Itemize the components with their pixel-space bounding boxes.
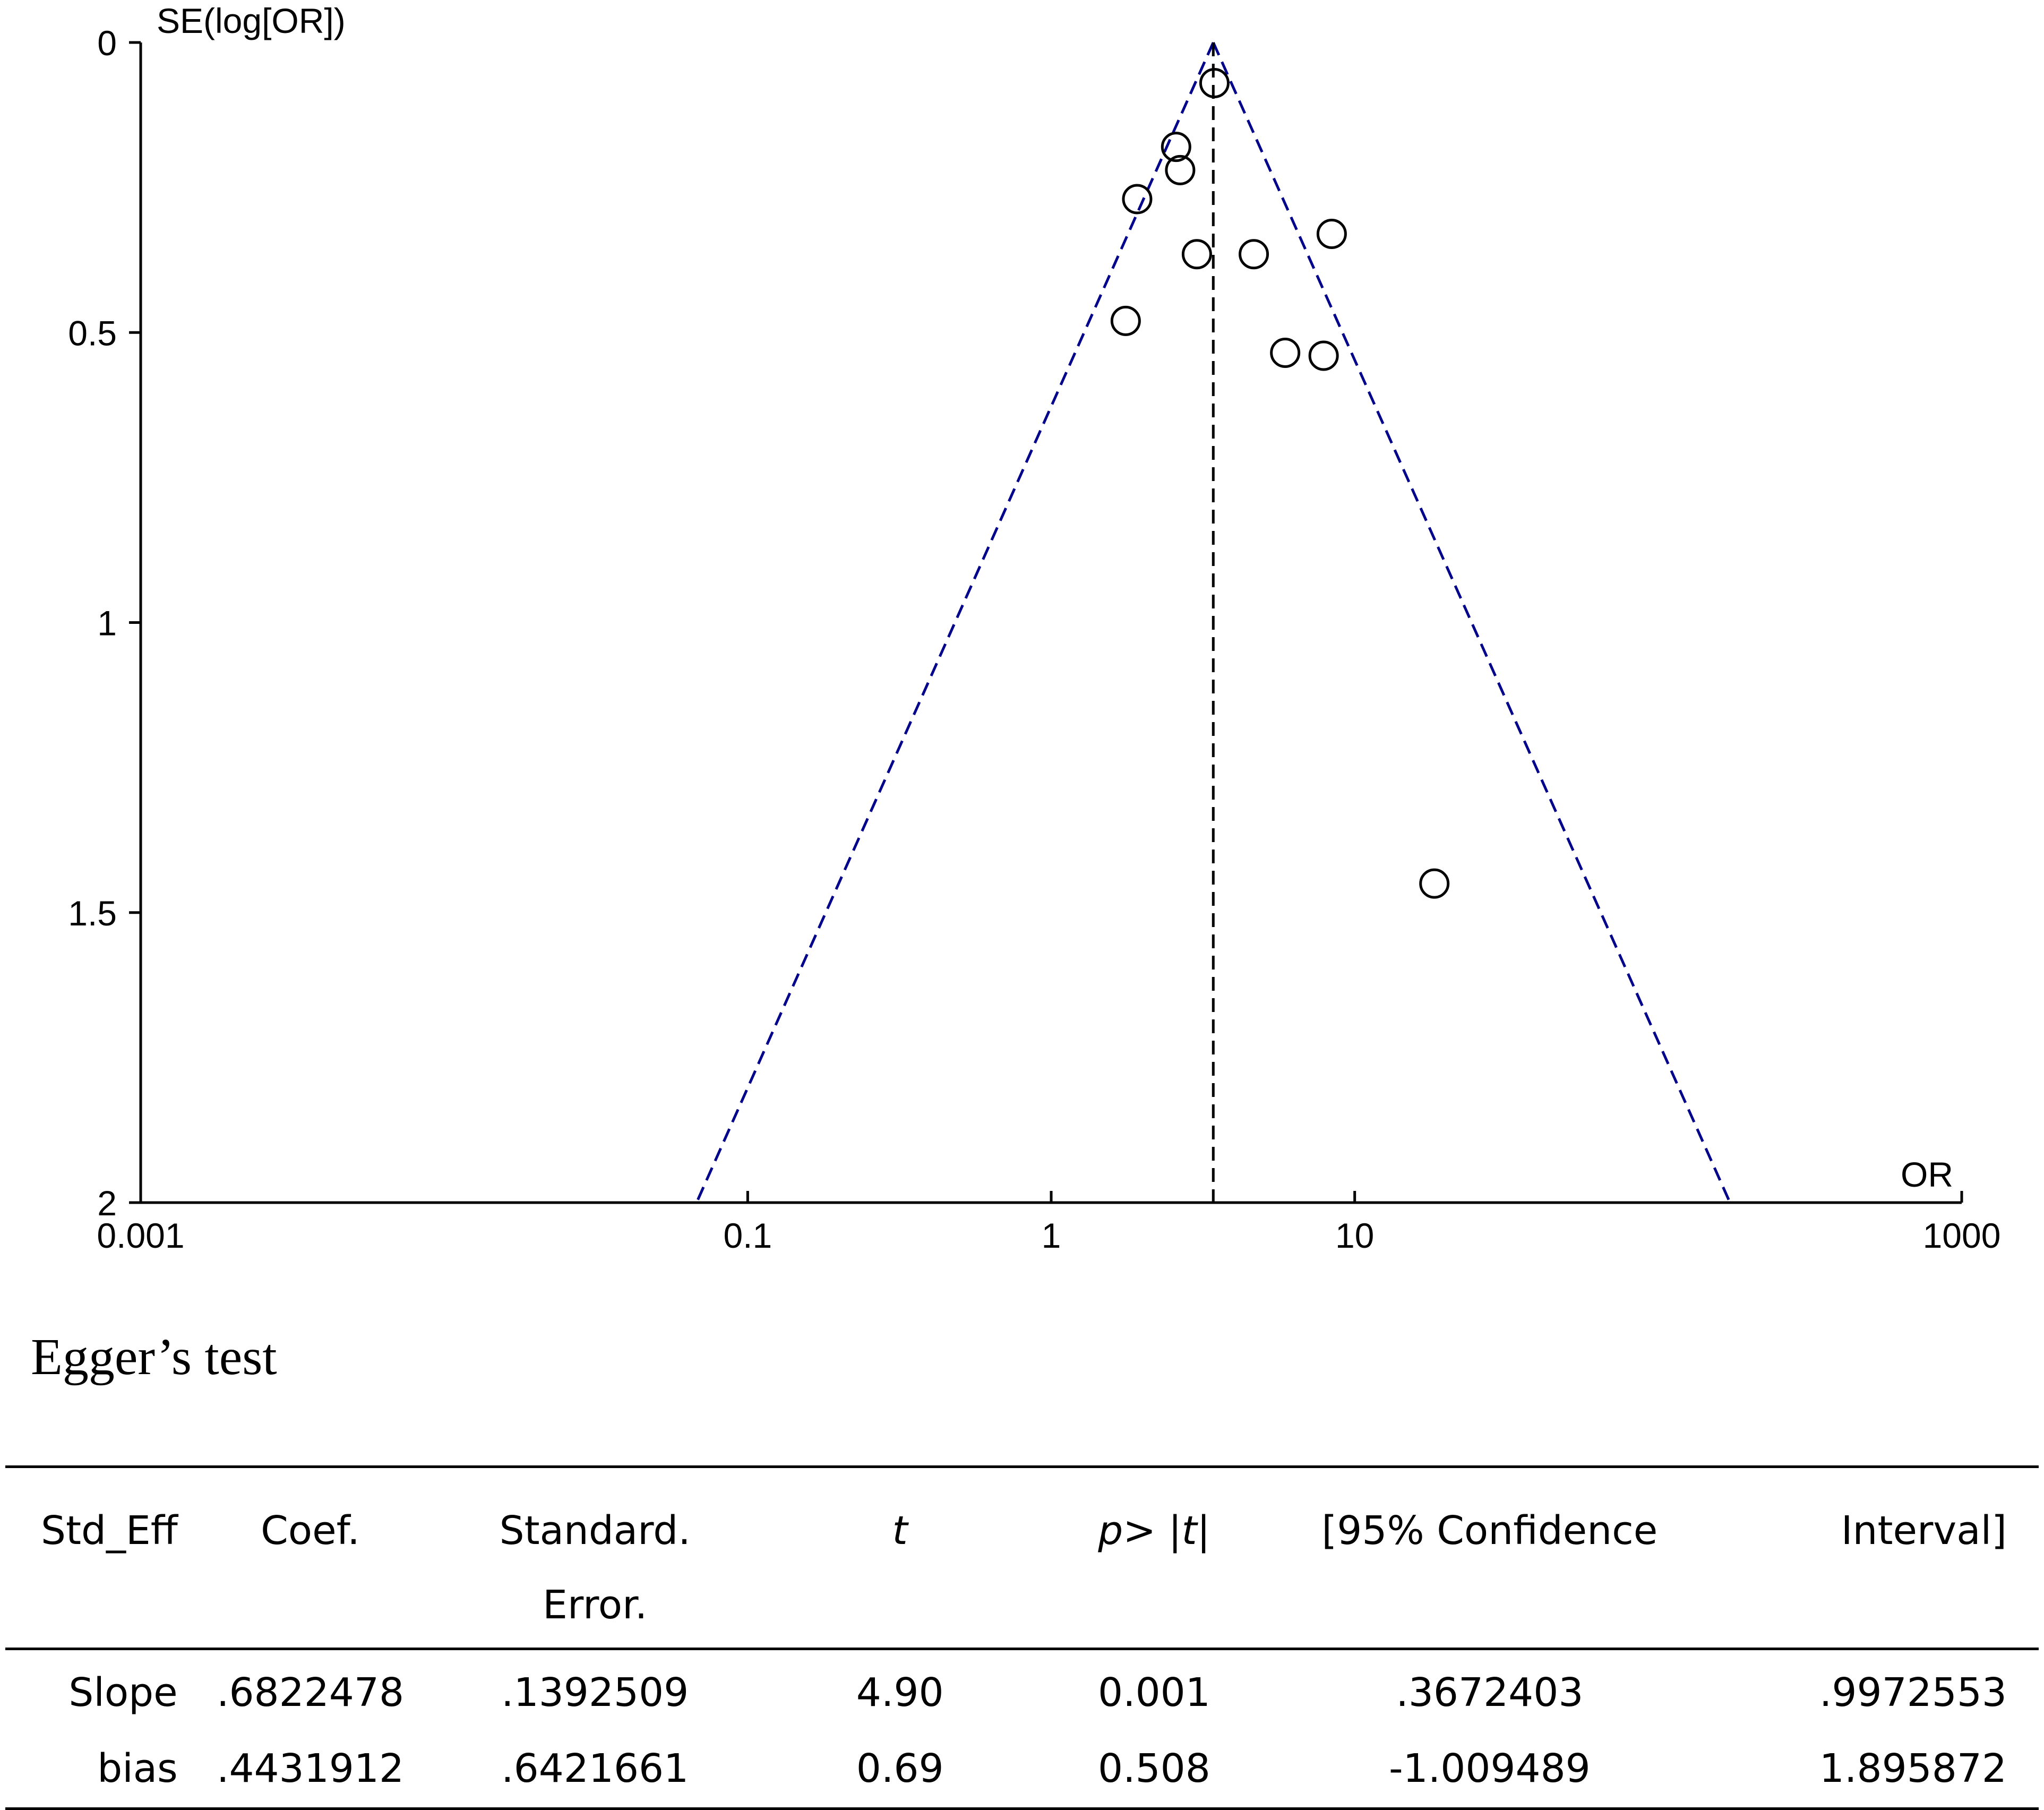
cell-ci-high: 1.895872 [1713, 1726, 2039, 1810]
x-tick-label: 1 [1042, 1216, 1061, 1255]
header-std-eff: Std_Eff [5, 1465, 188, 1650]
table-header-row: Std_Eff Coef. Standard. Error. t p> |t| … [5, 1465, 2039, 1650]
y-tick-label: 1 [97, 604, 117, 643]
cell-se: .6421661 [432, 1726, 758, 1810]
header-ci-low: [95% Confidence [1266, 1465, 1714, 1650]
y-tick-label: 0 [97, 23, 117, 63]
y-tick-label: 2 [97, 1183, 117, 1223]
study-point [1199, 67, 1230, 98]
axis-ticks: 0.001 0.1 1 10 1000 0 0.5 1 1.5 2 [68, 23, 2000, 1255]
header-p: p> |t| [1042, 1465, 1266, 1650]
header-error: Error. [543, 1582, 648, 1628]
x-tick-label: 0.1 [723, 1216, 772, 1255]
cell-ci-low: .3672403 [1396, 1670, 1584, 1715]
cell-ci-low: -1.009489 [1266, 1726, 1714, 1810]
header-coef: Coef. [188, 1465, 433, 1650]
egger-test-title: Egger’s test [31, 1328, 277, 1386]
study-point [1316, 219, 1347, 250]
cell-ci-high: .9972553 [1819, 1670, 2007, 1715]
row-label: Slope [68, 1670, 178, 1715]
cell-coef: .6822478 [216, 1670, 405, 1715]
funnel-right-line [1212, 41, 1731, 1204]
header-standard: Standard. [499, 1508, 691, 1554]
study-point [1419, 868, 1450, 899]
y-tick-label: 1.5 [68, 894, 117, 933]
y-tick-label: 0.5 [68, 313, 117, 353]
study-point [1110, 305, 1141, 336]
study-point [1122, 184, 1153, 215]
funnel-guides [695, 41, 1731, 1204]
study-point [1308, 340, 1339, 371]
cell-coef: .4431912 [188, 1726, 433, 1810]
study-point [1270, 337, 1301, 368]
study-point [1181, 239, 1212, 270]
table-row: bias .4431912 .6421661 0.69 0.508 -1.009… [5, 1726, 2039, 1810]
x-tick-label: 0.001 [97, 1216, 184, 1255]
header-ci-high: Interval] [1713, 1465, 2039, 1650]
cell-se: .1392509 [501, 1670, 689, 1715]
egger-test-table: Std_Eff Coef. Standard. Error. t p> |t| … [5, 1465, 2039, 1810]
y-axis-title: SE(log[OR]) [157, 1, 346, 40]
cell-t: 4.90 [856, 1670, 944, 1715]
study-point [1165, 155, 1196, 185]
header-t: t [758, 1465, 1043, 1650]
row-label: bias [5, 1726, 188, 1810]
funnel-left-line [695, 41, 1215, 1204]
study-point [1239, 239, 1269, 270]
study-point [1161, 132, 1191, 162]
header-standard-error: Standard. Error. [432, 1465, 758, 1650]
cell-p: 0.001 [1097, 1670, 1210, 1715]
study-points [1110, 67, 1450, 899]
cell-t: 0.69 [758, 1726, 1043, 1810]
x-tick-label: 10 [1335, 1216, 1374, 1255]
cell-p: 0.508 [1042, 1726, 1266, 1810]
plot-axes [139, 42, 1962, 1204]
x-axis-title: OR [1901, 1155, 1953, 1194]
table-row: Slope .6822478 .1392509 4.90 0.001 .3672… [5, 1649, 2039, 1727]
x-tick-label: 1000 [1923, 1216, 2001, 1255]
funnel-plot: 0.001 0.1 1 10 1000 0 0.5 1 1.5 2 SE(log[OR]) OR [68, 1, 2000, 1255]
